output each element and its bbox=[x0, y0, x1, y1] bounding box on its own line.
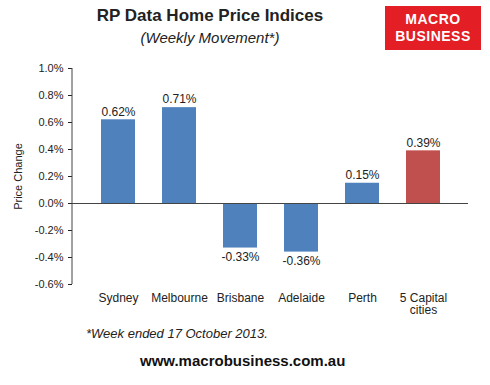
svg-text:1.0%: 1.0% bbox=[38, 62, 63, 74]
html-text:www.macrobusiness.com.au: www.macrobusiness.com.au bbox=[140, 352, 346, 369]
svg-text:0.39%: 0.39% bbox=[406, 136, 440, 150]
svg-text:-0.2%: -0.2% bbox=[35, 224, 64, 236]
svg-text:0.71%: 0.71% bbox=[162, 92, 196, 106]
svg-text:0.4%: 0.4% bbox=[38, 143, 63, 155]
svg-text:Brisbane: Brisbane bbox=[217, 291, 265, 305]
svg-text:5 Capitalcities: 5 Capitalcities bbox=[400, 291, 447, 317]
html-text:RP Data Home Price Indices: RP Data Home Price Indices bbox=[96, 6, 324, 25]
svg-text:Perth: Perth bbox=[348, 291, 377, 305]
html-text:(Weekly Movement*): (Weekly Movement*) bbox=[140, 29, 280, 46]
svg-text:-0.33%: -0.33% bbox=[221, 250, 259, 264]
svg-text:Melbourne: Melbourne bbox=[151, 291, 208, 305]
svg-text:0.62%: 0.62% bbox=[101, 105, 135, 119]
svg-text:-0.4%: -0.4% bbox=[35, 251, 64, 263]
svg-text:Price Change: Price Change bbox=[12, 143, 24, 210]
svg-text:-0.36%: -0.36% bbox=[282, 254, 320, 268]
svg-text:0.6%: 0.6% bbox=[38, 116, 63, 128]
svg-text:0.8%: 0.8% bbox=[38, 89, 63, 101]
html-text:MACRO: MACRO bbox=[405, 11, 461, 27]
svg-text:0.0%: 0.0% bbox=[38, 197, 63, 209]
svg-text:Sydney: Sydney bbox=[98, 291, 138, 305]
html-text:BUSINESS: BUSINESS bbox=[395, 28, 471, 44]
svg-text:Adelaide: Adelaide bbox=[278, 291, 325, 305]
html-text:*Week ended 17 October 2013.: *Week ended 17 October 2013. bbox=[86, 326, 268, 341]
svg-text:0.15%: 0.15% bbox=[345, 168, 379, 182]
svg-text:0.2%: 0.2% bbox=[38, 170, 63, 182]
svg-text:-0.6%: -0.6% bbox=[35, 278, 64, 290]
